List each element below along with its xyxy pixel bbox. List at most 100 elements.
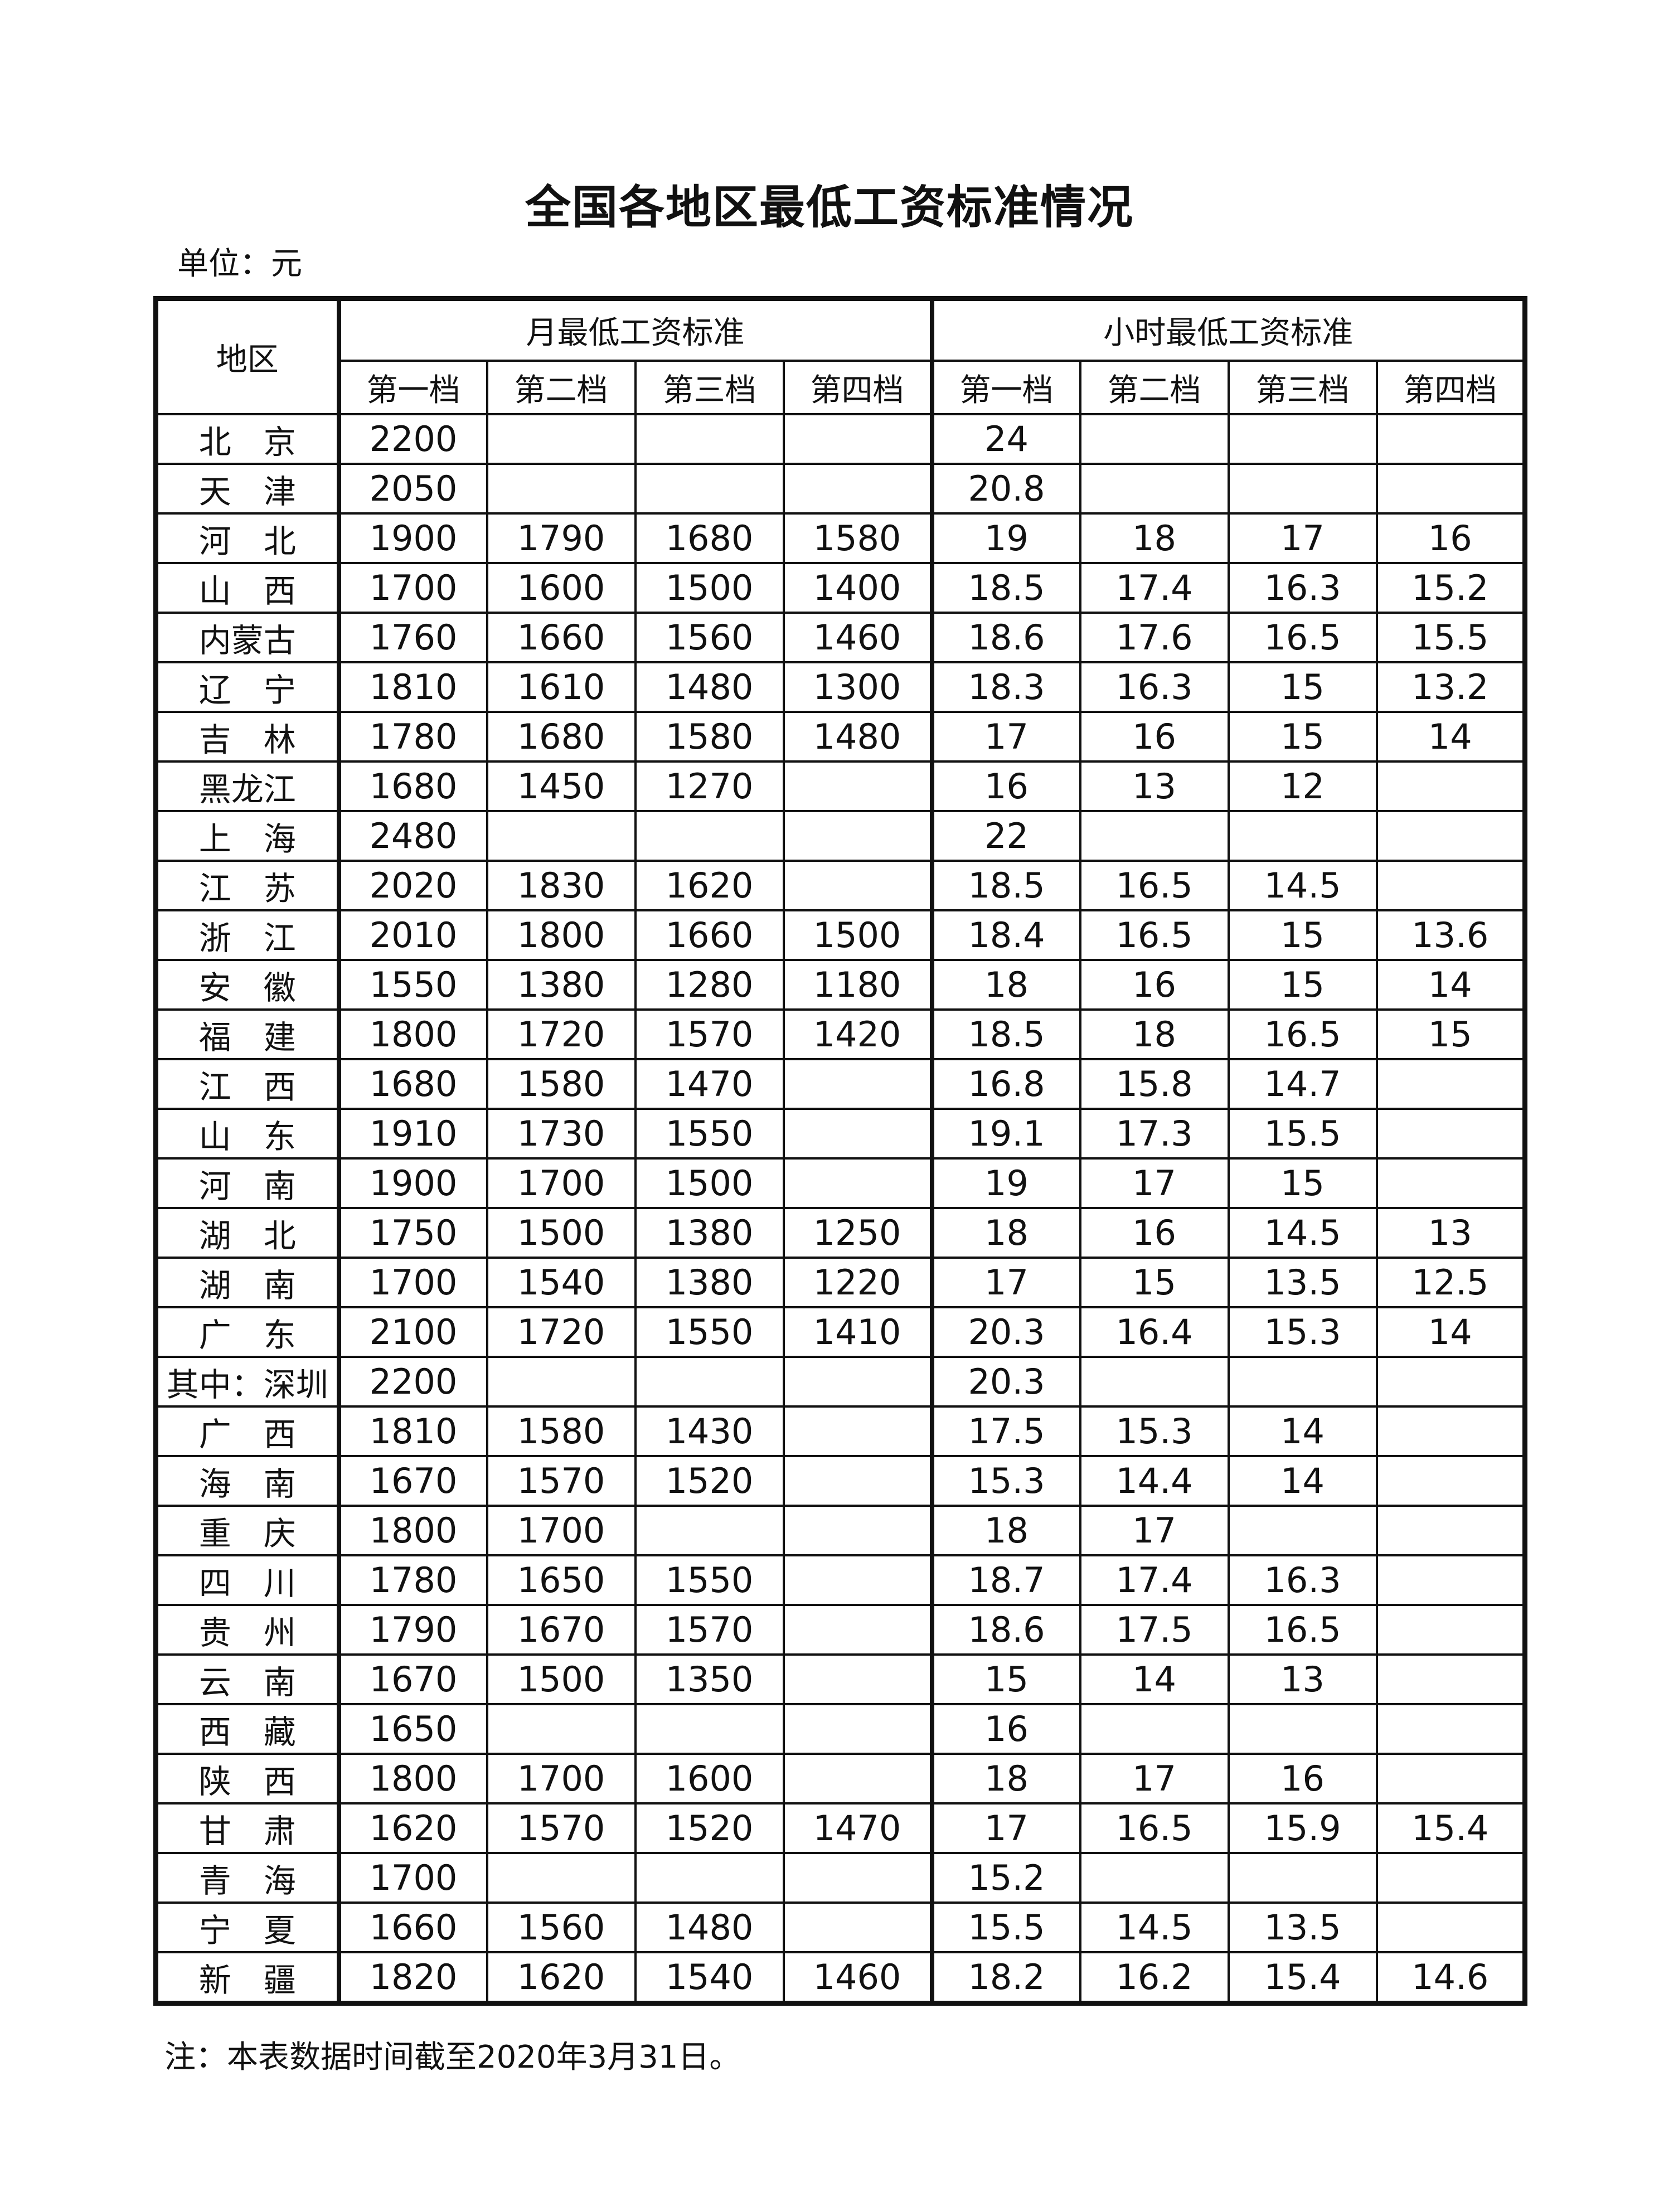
monthly-tier-3-cell: 1560 [634,612,785,663]
header-region: 地区 [154,297,341,415]
hourly-tier-2-cell: 15.3 [1079,1405,1230,1457]
monthly-tier-1-cell: 1620 [337,1802,488,1854]
hourly-tier-2-cell: 14.5 [1079,1901,1230,1953]
hourly-tier-4-cell [1375,1753,1526,1804]
table-row: 其中：深圳 2200 20.3 [154,1356,1526,1408]
hourly-tier-3-cell: 17 [1227,512,1378,564]
table-row: 辽 宁 1810 1610 1480 1300 18.3 16.3 15 13.2 [154,661,1526,713]
region-cell: 江 西 [154,1058,341,1110]
monthly-tier-2-cell: 1660 [486,612,637,663]
monthly-tier-4-cell: 1410 [782,1306,934,1358]
table-row: 浙 江 2010 1800 1660 1500 18.4 16.5 15 13.6 [154,909,1526,961]
table-row: 江 西 1680 1580 1470 16.8 15.8 14.7 [154,1058,1526,1110]
hourly-tier-4-cell [1375,413,1526,465]
region-cell: 四 川 [154,1554,341,1606]
hourly-tier-3-cell: 16.5 [1227,612,1378,663]
hourly-tier-2-cell: 16.5 [1079,1802,1230,1854]
hourly-tier-4-cell: 15.4 [1375,1802,1526,1854]
region-cell: 辽 宁 [154,661,341,713]
monthly-tier-1-cell: 1660 [337,1901,488,1953]
monthly-tier-2-cell: 1700 [486,1157,637,1209]
monthly-tier-1-cell: 1810 [337,661,488,713]
hourly-tier-3-cell: 15 [1227,711,1378,763]
monthly-tier-1-cell: 1760 [337,612,488,663]
region-cell: 其中：深圳 [154,1356,341,1408]
hourly-tier-2-cell: 16.5 [1079,860,1230,911]
monthly-tier-3-cell [634,810,785,862]
monthly-tier-3-cell: 1680 [634,512,785,564]
monthly-tier-4-cell [782,860,934,911]
hourly-tier-3-cell: 14 [1227,1455,1378,1507]
monthly-tier-1-cell: 1650 [337,1703,488,1755]
hourly-tier-3-cell: 12 [1227,760,1378,812]
region-cell: 天 津 [154,463,341,515]
monthly-tier-4-cell [782,1852,934,1904]
table-row: 广 西 1810 1580 1430 17.5 15.3 14 [154,1405,1526,1457]
hourly-tier-1-cell: 22 [930,810,1081,862]
monthly-tier-3-cell: 1270 [634,760,785,812]
monthly-tier-3-cell: 1570 [634,1008,785,1060]
hourly-tier-4-cell [1375,1604,1526,1656]
region-cell: 福 建 [154,1008,341,1060]
header-hourly-tier-2: 第二档 [1079,360,1230,415]
region-cell: 浙 江 [154,909,341,961]
monthly-tier-1-cell: 1790 [337,1604,488,1656]
hourly-tier-3-cell: 15 [1227,661,1378,713]
hourly-tier-1-cell: 17.5 [930,1405,1081,1457]
hourly-tier-1-cell: 24 [930,413,1081,465]
monthly-tier-1-cell: 2020 [337,860,488,911]
hourly-tier-3-cell [1227,463,1378,515]
monthly-tier-1-cell: 1900 [337,512,488,564]
monthly-tier-2-cell: 1650 [486,1554,637,1606]
hourly-tier-4-cell [1375,1505,1526,1556]
table-row: 山 西 1700 1600 1500 1400 18.5 17.4 16.3 15.2 [154,562,1526,614]
header-row-tiers: 第一档 第二档 第三档 第四档 第一档 第二档 第三档 第四档 [156,360,1526,415]
monthly-tier-4-cell [782,810,934,862]
hourly-tier-3-cell: 13.5 [1227,1257,1378,1308]
monthly-tier-3-cell: 1350 [634,1653,785,1705]
monthly-tier-2-cell [486,810,637,862]
hourly-tier-1-cell: 18.5 [930,1008,1081,1060]
region-cell: 云 南 [154,1653,341,1705]
region-cell: 重 庆 [154,1505,341,1556]
region-cell: 宁 夏 [154,1901,341,1953]
hourly-tier-3-cell: 15.5 [1227,1108,1378,1160]
header-monthly-tier-1: 第一档 [337,360,488,415]
monthly-tier-4-cell: 1250 [782,1207,934,1259]
table-row: 宁 夏 1660 1560 1480 15.5 14.5 13.5 [154,1901,1526,1953]
monthly-tier-1-cell: 1680 [337,760,488,812]
region-cell: 北 京 [154,413,341,465]
monthly-tier-3-cell: 1430 [634,1405,785,1457]
region-cell: 西 藏 [154,1703,341,1755]
monthly-tier-2-cell: 1670 [486,1604,637,1656]
hourly-tier-3-cell: 13.5 [1227,1901,1378,1953]
monthly-tier-3-cell: 1600 [634,1753,785,1804]
hourly-tier-2-cell: 13 [1079,760,1230,812]
hourly-tier-2-cell: 16.3 [1079,661,1230,713]
monthly-tier-3-cell: 1620 [634,860,785,911]
monthly-tier-3-cell: 1280 [634,959,785,1011]
hourly-tier-2-cell [1079,413,1230,465]
region-cell: 广 西 [154,1405,341,1457]
monthly-tier-1-cell: 1800 [337,1505,488,1556]
monthly-tier-3-cell: 1580 [634,711,785,763]
hourly-tier-1-cell: 15 [930,1653,1081,1705]
monthly-tier-2-cell: 1730 [486,1108,637,1160]
monthly-tier-4-cell [782,413,934,465]
monthly-tier-4-cell [782,1554,934,1606]
hourly-tier-1-cell: 17 [930,1802,1081,1854]
hourly-tier-1-cell: 15.5 [930,1901,1081,1953]
monthly-tier-4-cell [782,1455,934,1507]
table-row: 广 东 2100 1720 1550 1410 20.3 16.4 15.3 14 [154,1306,1526,1358]
hourly-tier-4-cell: 14.6 [1375,1951,1526,2005]
hourly-tier-3-cell: 16.5 [1227,1604,1378,1656]
header-monthly: 月最低工资标准 [337,297,934,362]
hourly-tier-4-cell: 15.5 [1375,612,1526,663]
hourly-tier-4-cell: 15 [1375,1008,1526,1060]
monthly-tier-1-cell: 1700 [337,1852,488,1904]
monthly-tier-4-cell [782,463,934,515]
hourly-tier-1-cell: 20.3 [930,1356,1081,1408]
region-cell: 河 南 [154,1157,341,1209]
hourly-tier-4-cell [1375,1703,1526,1755]
monthly-tier-2-cell: 1600 [486,562,637,614]
